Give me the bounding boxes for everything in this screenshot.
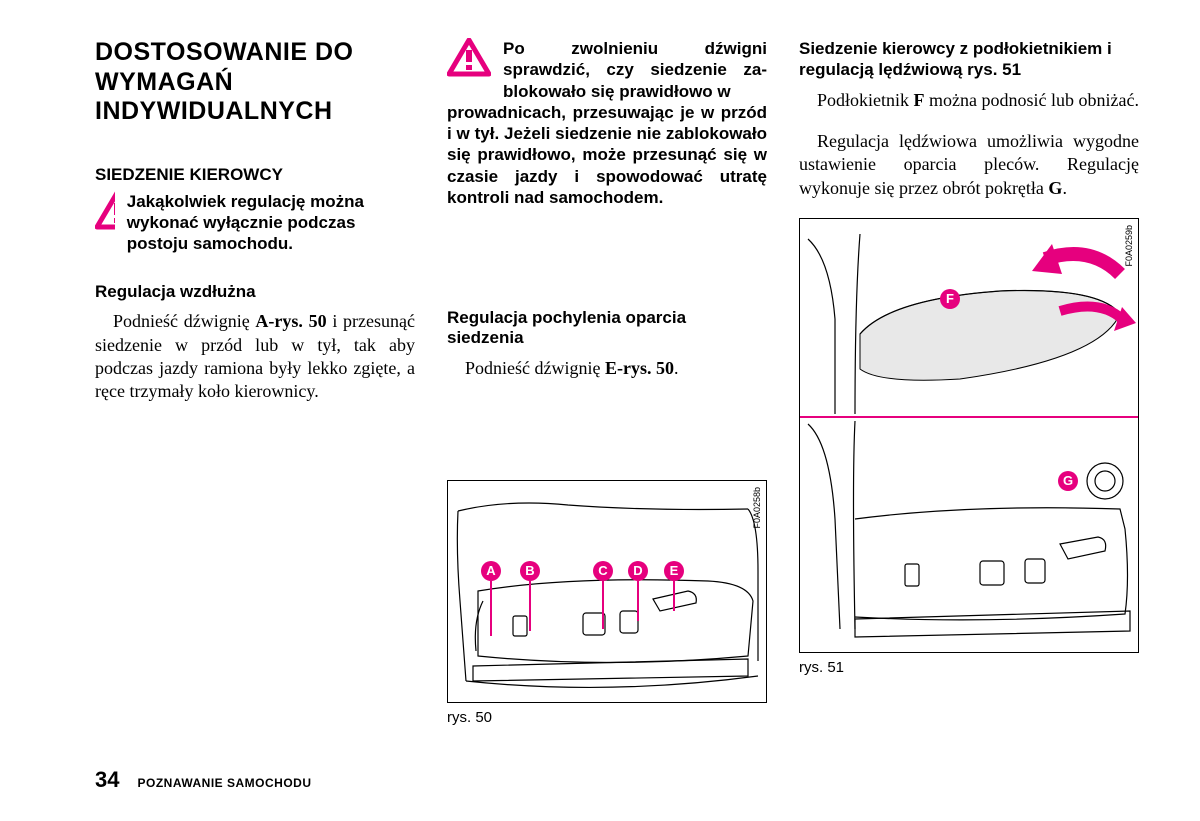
warning-text-1: Jakąkolwiek regulację można wykonać wyłą… bbox=[127, 191, 415, 255]
callout-line bbox=[673, 581, 675, 611]
figure-50: F0A0258b ABCDE bbox=[447, 480, 767, 703]
warning-icon bbox=[95, 191, 115, 231]
page-title: DOSTOSOWANIE DO WYMAGAŃ INDYWIDUALNYCH bbox=[95, 38, 415, 127]
callout-line bbox=[637, 581, 639, 621]
paragraph-longitudinal: Podnieść dźwignię A-rys. 50 i przesunąć … bbox=[95, 310, 415, 404]
paragraph-armrest-1: Podłokietnik F można podnosić lub obniża… bbox=[799, 89, 1139, 112]
paragraph-armrest-2: Regulacja lędźwiowa umożliwia wygodne us… bbox=[799, 130, 1139, 200]
callout-f: F bbox=[940, 289, 960, 309]
column-1: DOSTOSOWANIE DO WYMAGAŃ INDYWIDUALNYCH S… bbox=[95, 38, 415, 726]
callout-line bbox=[602, 581, 604, 629]
warning-block-1: Jakąkolwiek regulację można wykonać wyłą… bbox=[95, 191, 415, 255]
page-footer: 34 POZNAWANIE SAMOCHODU bbox=[95, 767, 312, 793]
column-3: Siedzenie kierowcy z podłokietnikiem i r… bbox=[799, 38, 1139, 726]
callout-line bbox=[490, 581, 492, 636]
callout-line bbox=[529, 581, 531, 631]
warning-icon bbox=[447, 38, 491, 78]
figure-51-caption: rys. 51 bbox=[799, 659, 1139, 676]
figure-51: F0A0259b bbox=[799, 218, 1139, 653]
warning-text-2-rest: prowadnicach, przesuwając je w przód i w… bbox=[447, 102, 767, 208]
page-number: 34 bbox=[95, 767, 119, 793]
figure-50-caption: rys. 50 bbox=[447, 709, 767, 726]
callout-g: G bbox=[1058, 471, 1078, 491]
warning-block-2: Po zwolnieniu dźwigni sprawdzić, czy sie… bbox=[447, 38, 767, 102]
section-heading-driver-seat: SIEDZENIE KIEROWCY bbox=[95, 165, 415, 185]
column-2: Po zwolnieniu dźwigni sprawdzić, czy sie… bbox=[447, 38, 767, 726]
subheading-longitudinal: Regulacja wzdłużna bbox=[95, 282, 415, 302]
warning-text-2-top: Po zwolnieniu dźwigni sprawdzić, czy sie… bbox=[503, 38, 767, 102]
footer-text: POZNAWANIE SAMOCHODU bbox=[137, 776, 311, 790]
subheading-tilt: Regulacja pochylenia oparcia siedzenia bbox=[447, 308, 767, 349]
subheading-armrest: Siedzenie kierowcy z podłokietnikiem i r… bbox=[799, 38, 1139, 81]
paragraph-tilt: Podnieść dźwignię E-rys. 50. bbox=[447, 357, 767, 380]
